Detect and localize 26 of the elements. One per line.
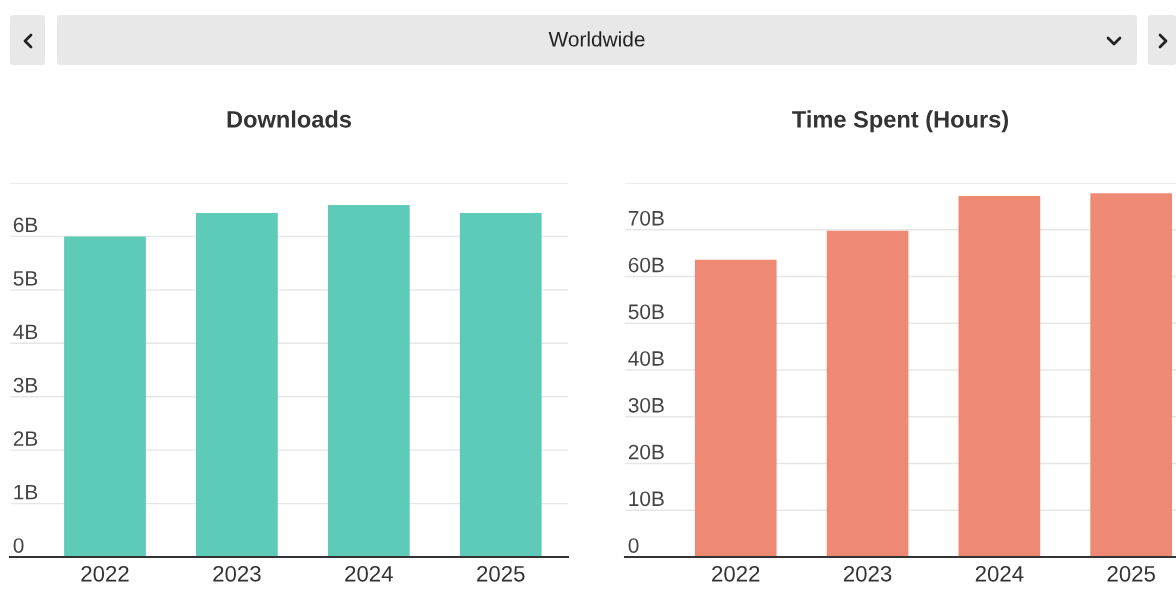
x-tick-label: 2023 — [213, 565, 261, 582]
y-tick-label: 20B — [628, 444, 664, 460]
y-tick-label: 0 — [628, 538, 639, 553]
x-tick-label: 2025 — [1107, 565, 1155, 582]
y-tick-label: 60B — [628, 257, 664, 273]
text: Worldwide — [548, 31, 645, 47]
x-tick-label: 2024 — [345, 565, 393, 582]
y-tick-label: 50B — [628, 304, 664, 320]
x-tick-label: 2024 — [975, 565, 1024, 582]
y-tick-label: 1B — [14, 484, 38, 500]
x-tick-label: 2025 — [477, 565, 525, 582]
y-tick-label: 6B — [13, 217, 38, 233]
y-tick-label: 2B — [13, 431, 38, 446]
y-tick-label: 40B — [628, 351, 664, 366]
y-tick-label: 5B — [13, 271, 38, 286]
chart-title: Time Spent (Hours) — [792, 110, 1008, 133]
y-tick-label: 4B — [13, 324, 38, 339]
y-tick-label: 10B — [629, 491, 664, 507]
y-tick-label: 70B — [628, 210, 664, 226]
x-tick-label: 2022 — [712, 565, 760, 582]
y-tick-label: 3B — [13, 377, 38, 393]
chart-title: Downloads — [227, 110, 351, 128]
x-tick-label: 2023 — [843, 565, 892, 582]
y-tick-label: 0 — [13, 538, 24, 553]
y-tick-label: 30B — [628, 397, 664, 413]
x-tick-label: 2022 — [81, 565, 129, 582]
